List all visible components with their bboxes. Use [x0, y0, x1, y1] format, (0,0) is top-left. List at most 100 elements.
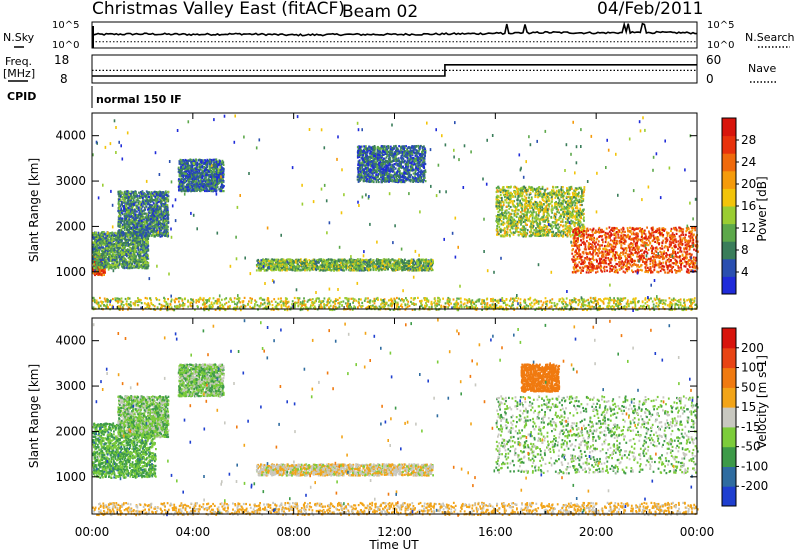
plot-title: Christmas Valley East (fitACF) — [92, 0, 345, 19]
data-cell — [118, 193, 121, 196]
data-cell — [92, 243, 95, 246]
data-cell — [128, 215, 130, 218]
data-cell — [203, 182, 206, 186]
data-cell — [142, 251, 144, 254]
data-cell — [127, 251, 129, 254]
data-cell — [140, 203, 143, 206]
data-cell — [208, 160, 211, 164]
data-cell — [153, 221, 155, 224]
data-cell — [146, 224, 149, 227]
data-cell — [156, 201, 159, 204]
data-cell — [109, 264, 112, 267]
data-cell — [132, 209, 135, 212]
data-cell — [180, 178, 183, 181]
data-cell — [129, 234, 132, 237]
data-cell — [157, 224, 160, 227]
data-cell — [179, 188, 181, 192]
freq-right-tick-bottom: 0 — [706, 72, 714, 86]
data-cell — [131, 208, 134, 211]
data-cell — [143, 235, 146, 238]
data-cell — [138, 212, 141, 215]
data-cell — [156, 217, 159, 220]
data-cell — [101, 233, 104, 237]
data-cell — [149, 205, 152, 208]
data-cell — [111, 253, 114, 256]
data-cell — [134, 222, 136, 225]
data-cell — [101, 249, 103, 252]
data-cell — [113, 238, 116, 241]
data-cell — [138, 254, 141, 257]
data-cell — [93, 253, 96, 256]
data-cell — [132, 228, 135, 231]
data-cell — [136, 241, 139, 245]
data-cell — [138, 237, 141, 240]
data-cell — [138, 255, 141, 258]
data-cell — [108, 254, 111, 257]
data-cell — [99, 232, 101, 236]
data-cell — [194, 180, 197, 183]
data-cell — [152, 198, 154, 202]
data-cell — [190, 171, 192, 174]
data-cell — [120, 234, 123, 237]
data-cell — [124, 250, 126, 253]
data-cell — [119, 211, 122, 214]
data-cell — [160, 232, 163, 235]
data-cell — [154, 224, 157, 227]
freq-right-tick-top: 60 — [706, 53, 721, 67]
data-cell — [129, 235, 132, 239]
data-cell — [197, 179, 200, 182]
data-cell — [92, 236, 95, 239]
data-cell — [114, 249, 117, 252]
data-cell — [141, 210, 144, 213]
data-cell — [93, 267, 96, 270]
data-cell — [107, 262, 110, 265]
data-cell — [220, 166, 223, 169]
data-cell — [133, 241, 136, 244]
data-cell — [165, 232, 167, 235]
data-cell — [136, 232, 138, 235]
data-cell — [205, 163, 208, 166]
data-cell — [94, 272, 97, 275]
data-cell — [158, 232, 160, 235]
data-cell — [98, 272, 101, 275]
data-cell — [187, 183, 190, 186]
data-cell — [123, 252, 126, 255]
data-cell — [147, 201, 150, 204]
data-cell — [157, 199, 159, 202]
data-cell — [155, 202, 158, 205]
data-cell — [117, 222, 120, 225]
data-cell — [134, 248, 137, 251]
data-cell — [143, 243, 145, 246]
data-cell — [135, 262, 138, 265]
data-cell — [184, 166, 187, 169]
data-cell — [134, 235, 136, 238]
data-cell — [195, 167, 197, 170]
data-cell — [165, 213, 168, 216]
data-cell — [145, 205, 148, 208]
cpid-label: CPID — [7, 90, 36, 103]
data-cell — [145, 250, 148, 253]
data-cell — [142, 239, 144, 242]
data-cell — [117, 255, 119, 258]
data-cell — [151, 221, 154, 224]
data-cell — [114, 265, 116, 269]
data-cell — [146, 257, 149, 260]
data-cell — [139, 202, 141, 205]
data-cell — [125, 231, 128, 234]
data-cell — [93, 241, 96, 244]
data-cell — [160, 224, 163, 227]
data-cell — [124, 194, 127, 197]
data-cell — [140, 224, 143, 227]
data-cell — [156, 205, 159, 208]
data-cell — [200, 183, 202, 186]
data-cell — [95, 253, 98, 256]
data-cell — [202, 186, 205, 189]
data-cell — [129, 231, 132, 234]
data-cell — [112, 234, 115, 237]
data-cell — [107, 236, 109, 239]
data-cell — [213, 173, 216, 176]
data-cell — [210, 170, 212, 174]
data-cell — [148, 234, 150, 238]
data-cell — [138, 209, 140, 212]
